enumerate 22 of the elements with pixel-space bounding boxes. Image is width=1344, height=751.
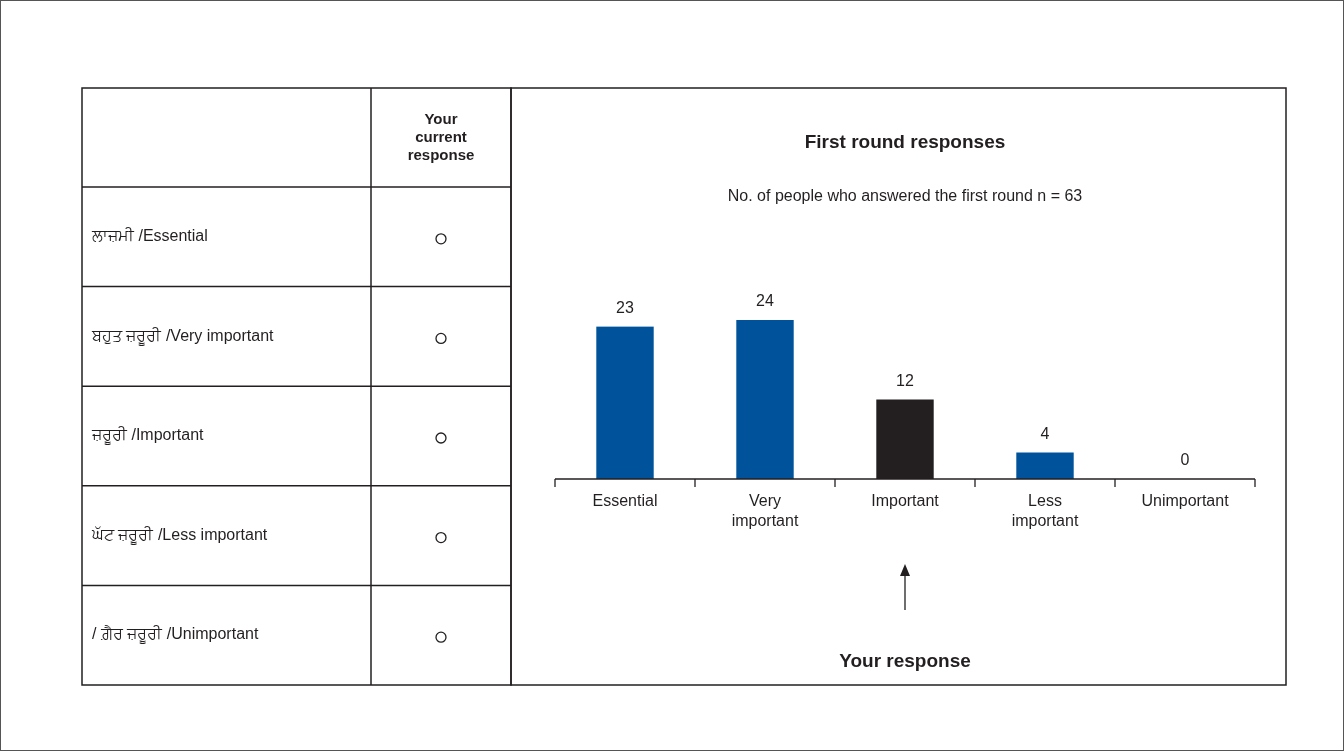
text: Your response [839,650,971,672]
bar [596,326,654,479]
bar [1016,452,1074,479]
text: ਜ਼ਰੂਰੀ /Important [91,426,205,446]
data-label: 0 [1180,451,1190,468]
chart-title: First round responses [804,131,1006,153]
text: ਘੱਟ ਜ਼ਰੂਰੀ /Less important [91,525,268,545]
data-label: 23 [616,298,634,316]
x-tick-label: Less important [1011,492,1079,529]
x-tick-label: Essential [592,492,658,509]
data-label: 24 [756,292,774,309]
text: Your current response [407,109,475,163]
x-tick-label: Important [871,492,940,509]
x-tick-label: Very important [731,492,799,529]
bar [736,320,794,479]
data-label: 4 [1040,424,1050,442]
chart-subtitle: No. of people who answered the first round n = 63 [727,187,1083,205]
data-label: 12 [896,371,914,389]
text: / ਗ਼ੈਰ ਜ਼ਰੂਰੀ /Unimportant [92,625,259,645]
x-tick-label: Unimportant [1141,492,1230,509]
text: ਬਹੁਤ ਜ਼ਰੂਰੀ /Very important [91,326,275,346]
text: ਲਾਜ਼ਮੀ /Essential [91,227,208,245]
